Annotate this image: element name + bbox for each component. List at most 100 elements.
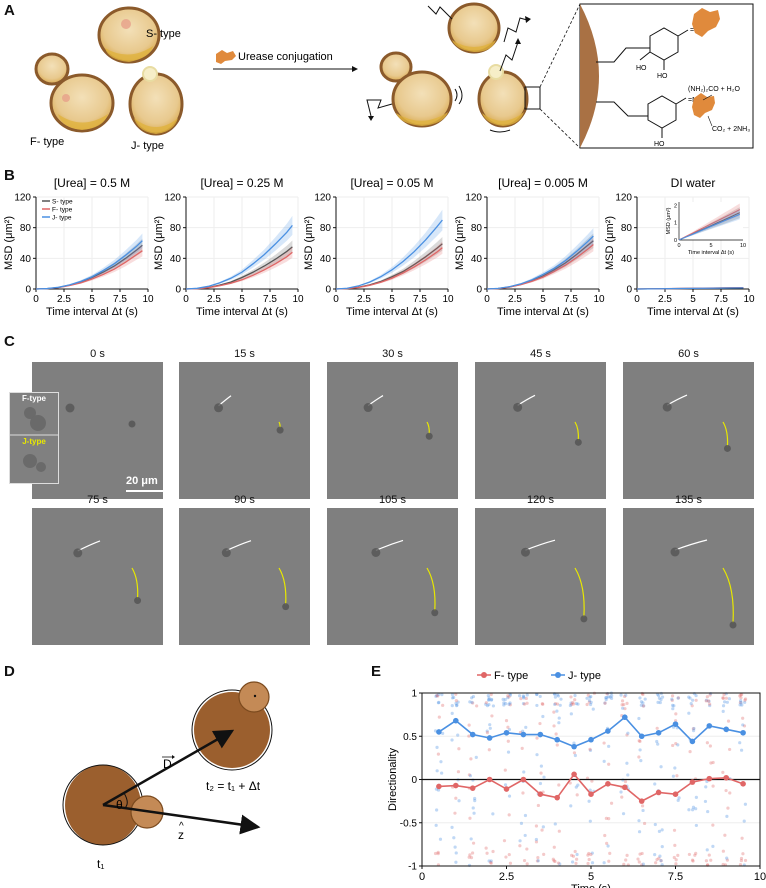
scatter-point: [706, 699, 711, 703]
motile-s-type-cell: [427, 2, 531, 54]
scatter-point: [619, 790, 623, 794]
scatter-point: [743, 802, 747, 806]
scatter-point: [674, 862, 678, 866]
scatter-point: [739, 696, 743, 700]
scatter-point: [536, 855, 540, 860]
scatter-point: [590, 851, 594, 855]
series-line: [486, 235, 594, 290]
y-tick-label: 120: [14, 193, 31, 204]
scatter-point: [622, 862, 626, 866]
scatter-point: [467, 734, 471, 738]
scatter-point: [721, 862, 725, 867]
scatter-point: [738, 694, 742, 698]
scatter-point: [625, 701, 629, 705]
scatter-point: [436, 850, 440, 855]
x-tick-label: 5: [239, 294, 245, 305]
scatter-point: [484, 846, 488, 850]
scatter-point: [587, 851, 591, 856]
scatter-point: [638, 748, 642, 752]
scatter-point: [437, 715, 441, 719]
j-type-cell: [128, 66, 184, 136]
scatter-point: [556, 861, 561, 865]
scatter-point: [575, 857, 579, 861]
scatter-point: [552, 845, 556, 849]
scatter-point: [739, 856, 744, 861]
scatter-point: [472, 811, 476, 815]
scatter-point: [455, 703, 459, 707]
scatter-point: [506, 750, 511, 754]
inset-y-tick-label: 2: [674, 203, 677, 209]
scatter-point: [519, 697, 523, 701]
series-point: [689, 779, 696, 785]
panel-letter-d: D: [4, 663, 15, 680]
legend-j-cell-b: [36, 462, 46, 472]
scatter-point: [639, 703, 643, 707]
scatter-point: [454, 851, 458, 855]
scatter-point: [687, 852, 691, 857]
scatter-point: [487, 703, 491, 707]
x-tick-label: 5: [588, 871, 594, 883]
f-type-track: [77, 540, 101, 552]
scatter-point: [491, 849, 495, 854]
mean-series-j-type: [436, 714, 746, 750]
scatter-point: [507, 813, 511, 817]
series-point: [537, 731, 544, 738]
y-tick-label: 80: [170, 223, 182, 234]
scatter-point: [690, 704, 694, 708]
scatter-point: [639, 759, 643, 763]
scatter-point: [660, 844, 664, 849]
y-tick-label: 1: [411, 689, 417, 700]
scatter-point: [471, 806, 475, 810]
series-point: [672, 791, 679, 798]
scatter-point: [557, 829, 561, 833]
scatter-point: [441, 703, 445, 707]
svg-text:^: ^: [179, 821, 184, 832]
scatter-point: [741, 716, 745, 720]
scatter-point: [585, 696, 589, 700]
scatter-point: [694, 823, 698, 828]
scatter-point: [535, 859, 540, 863]
reaction-products: CO₂ + 2NH₃: [712, 126, 750, 133]
scatter-point: [721, 696, 725, 700]
series-point: [655, 729, 662, 736]
scatter-point: [656, 700, 660, 704]
x-axis-label: Time interval Δt (s): [196, 306, 288, 318]
series-point: [554, 736, 560, 743]
scatter-point: [608, 851, 612, 856]
x-tick-label: 10: [292, 294, 304, 305]
scatter-point: [626, 773, 630, 777]
scatter-point: [706, 809, 710, 814]
j-type-track: [574, 567, 585, 617]
scatter-point: [454, 698, 458, 703]
x-axis-label: Time (s): [571, 883, 611, 888]
x-tick-label: 0: [419, 871, 425, 883]
chemistry-zoom-panel: =N HO HO =N HO (NH₂)₂CO + H₂O CO₂ + 2NH₃: [579, 3, 754, 149]
scatter-point: [433, 851, 438, 856]
scatter-point: [521, 694, 525, 698]
scatter-point: [721, 770, 725, 774]
scatter-point: [708, 703, 712, 708]
scatter-point: [687, 695, 691, 699]
ho-label-2: HO: [654, 141, 665, 148]
series-point: [503, 786, 510, 792]
scatter-point: [470, 700, 474, 704]
scatter-point: [436, 701, 441, 705]
scatter-point: [638, 696, 642, 700]
scatter-point: [725, 858, 730, 862]
scatter-point: [626, 731, 630, 735]
scatter-point: [553, 702, 557, 707]
scatter-point: [711, 784, 715, 788]
scatter-point: [558, 862, 562, 866]
f-type-particle: [662, 402, 672, 412]
y-tick-label: 0: [175, 285, 181, 296]
x-tick-label: 2.5: [357, 294, 371, 305]
j-type-particle: [580, 615, 588, 623]
scatter-point: [469, 837, 473, 841]
scatter-point: [721, 849, 725, 853]
series-point: [486, 735, 493, 741]
panel-letter-b: B: [4, 167, 15, 184]
scatter-point: [452, 695, 456, 700]
scatter-point: [604, 696, 608, 700]
scatter-point: [674, 858, 678, 862]
scatter-point: [568, 703, 572, 708]
